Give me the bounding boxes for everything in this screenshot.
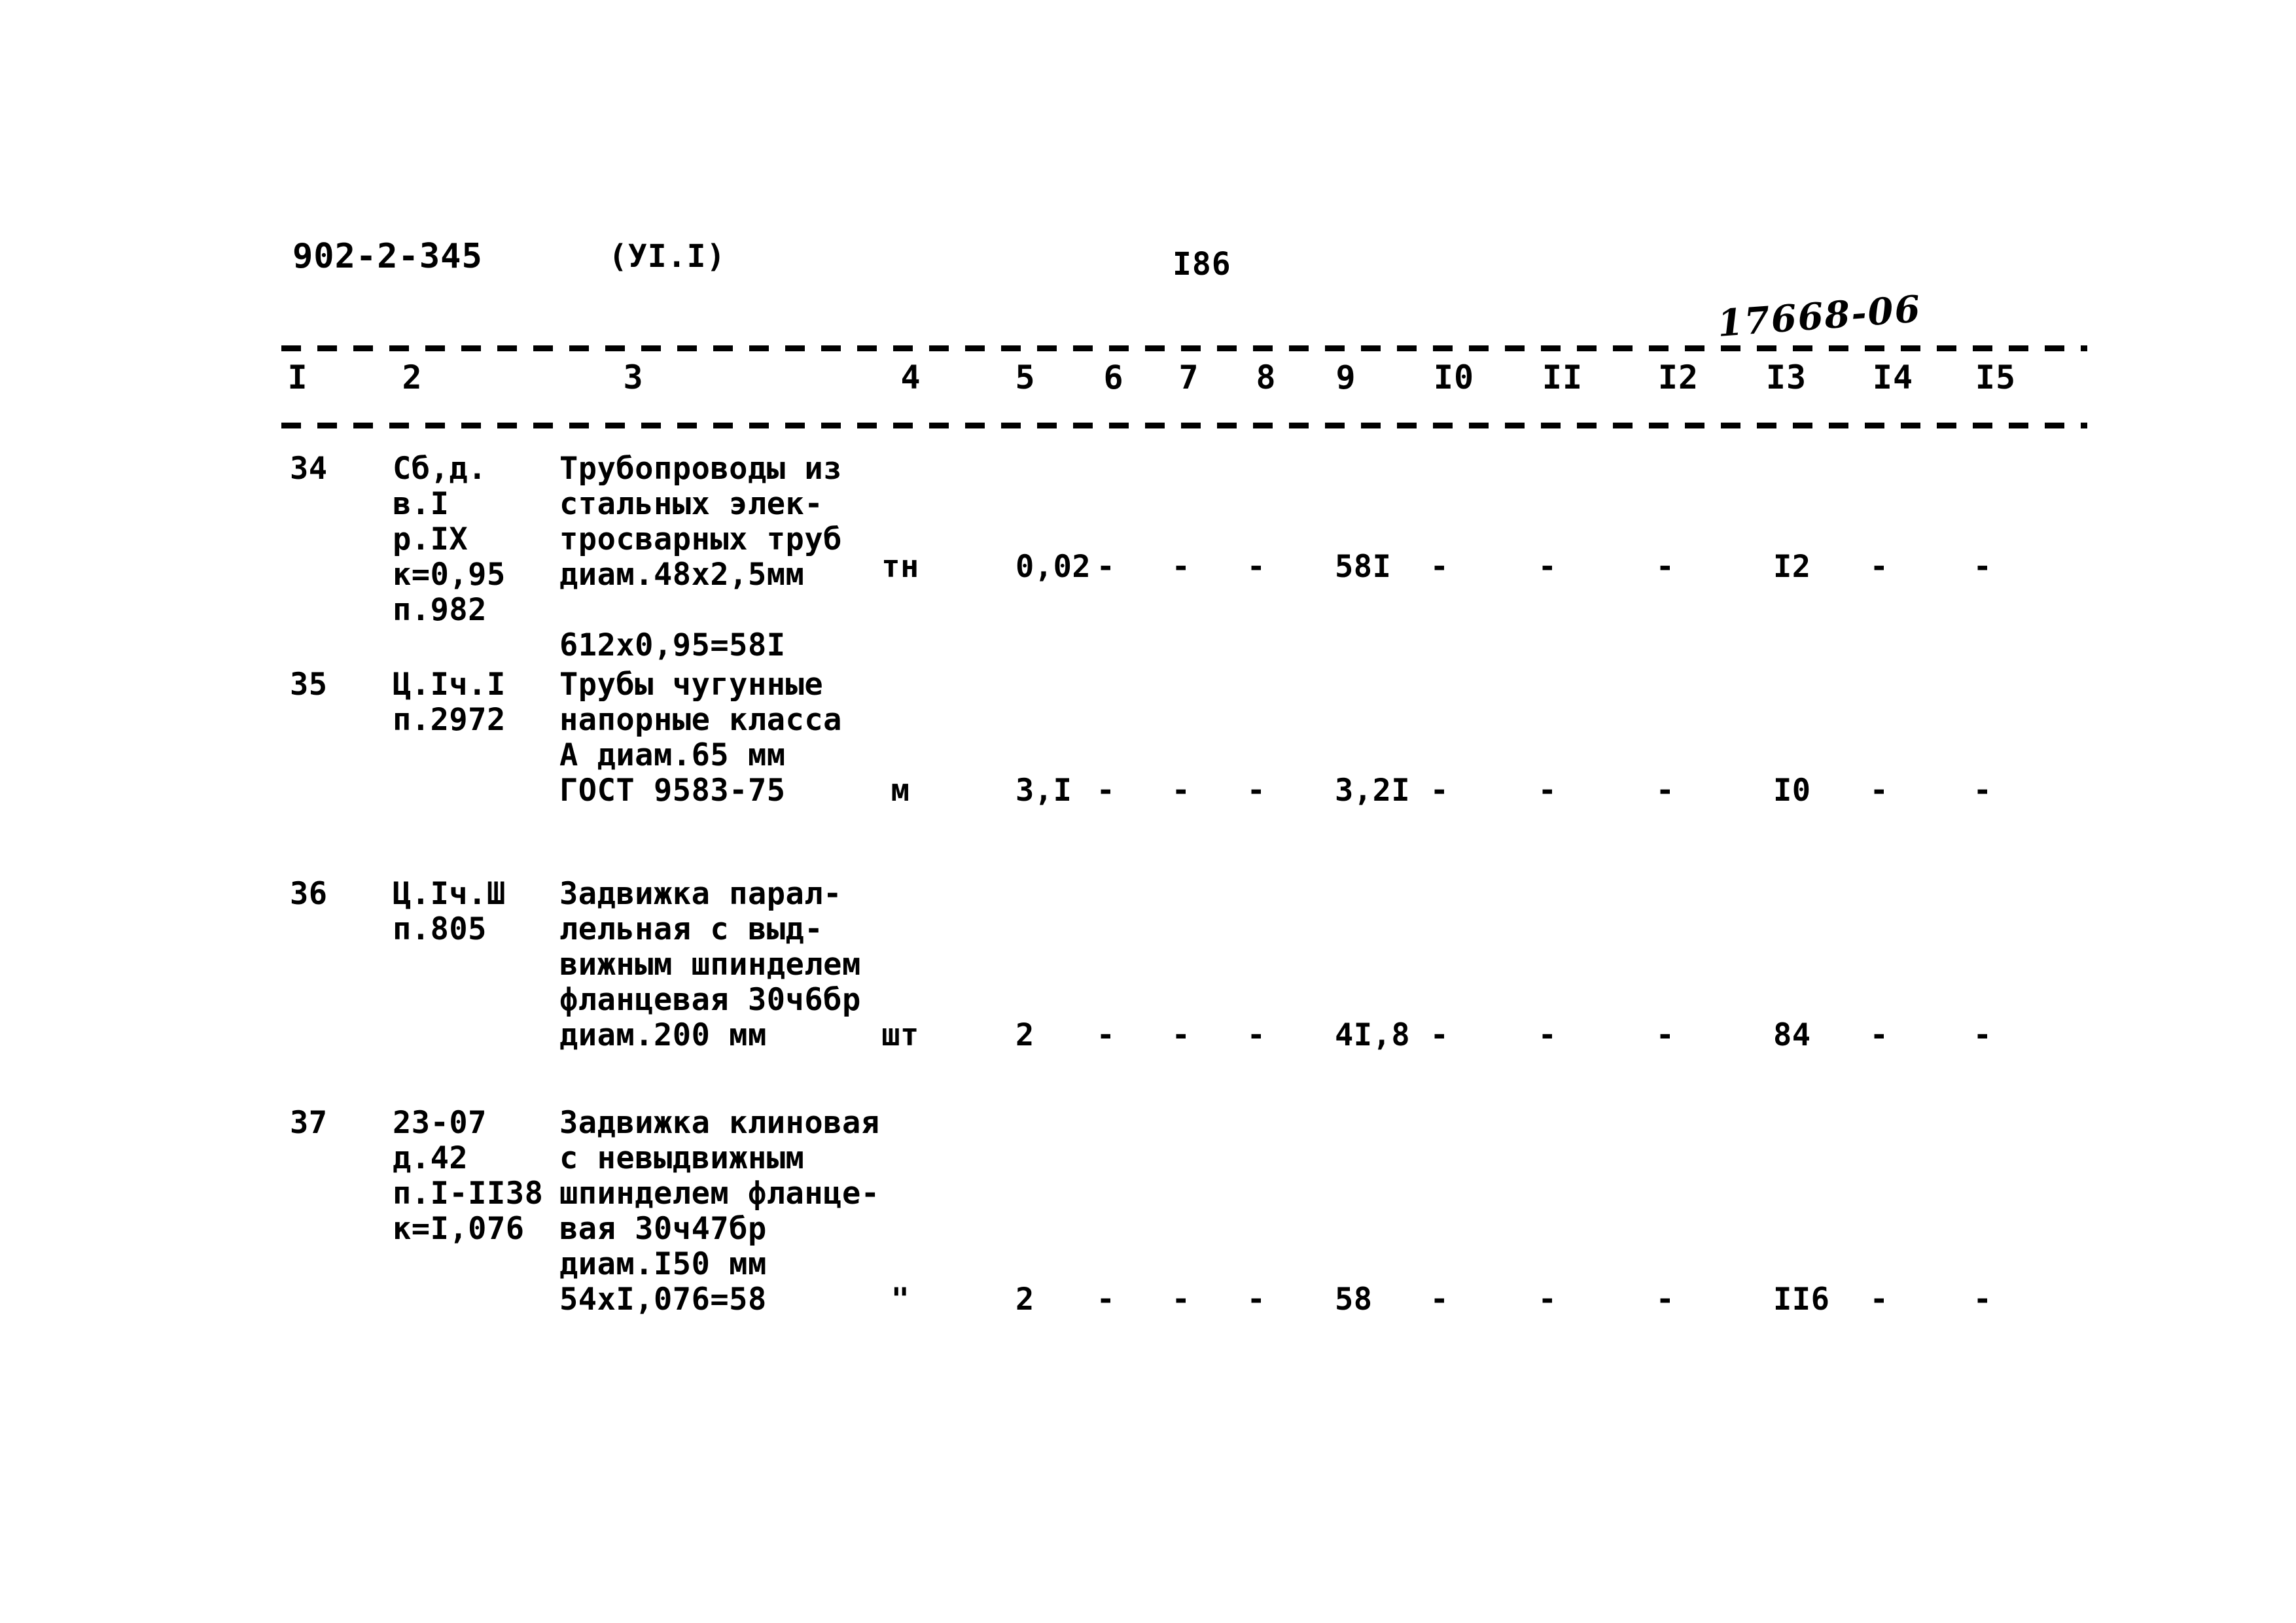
row-unit: шт xyxy=(881,1017,919,1053)
row-value-14: - xyxy=(1869,549,1889,585)
archive-stamp: 17668-06 xyxy=(1716,287,1923,345)
row-value-7: - xyxy=(1171,1017,1191,1053)
row-value-9: 58I xyxy=(1335,549,1392,585)
row-justification: Ц.Iч.Ш п.805 xyxy=(393,876,506,947)
row-description: Задвижка клиновая с невыдвижным шпинделе… xyxy=(559,1105,880,1318)
row-description: Трубопроводы из стальных элек- тросварны… xyxy=(559,451,842,663)
row-value-7: - xyxy=(1171,549,1191,585)
table-rule-top xyxy=(281,345,2087,351)
row-value-14: - xyxy=(1869,1017,1889,1053)
row-value-12: - xyxy=(1655,1017,1675,1053)
column-header-12: I2 xyxy=(1657,358,1699,396)
column-header-2: 2 xyxy=(402,358,423,396)
row-unit: м xyxy=(891,773,910,809)
row-value-6: - xyxy=(1096,549,1116,585)
row-value-15: - xyxy=(1973,1282,1992,1318)
row-value-10: - xyxy=(1430,1017,1449,1053)
column-header-3: 3 xyxy=(623,358,644,396)
row-value-15: - xyxy=(1973,1017,1992,1053)
row-value-6: - xyxy=(1096,1282,1116,1318)
column-header-14: I4 xyxy=(1872,358,1914,396)
row-value-15: - xyxy=(1973,549,1992,585)
row-value-13: II6 xyxy=(1773,1282,1830,1318)
column-header-9: 9 xyxy=(1335,358,1356,396)
document-section-label: (УI.I) xyxy=(609,238,726,275)
row-value-9: 58 xyxy=(1335,1282,1373,1318)
column-header-8: 8 xyxy=(1256,358,1277,396)
page-number: I86 xyxy=(1173,246,1231,283)
column-header-11: II xyxy=(1542,358,1583,396)
row-value-11: - xyxy=(1538,1017,1557,1053)
row-value-12: - xyxy=(1655,773,1675,809)
table-row: 34 Сб,д. в.I р.IX к=0,95 п.982 Трубопров… xyxy=(0,451,2296,667)
row-value-9: 4I,8 xyxy=(1335,1017,1411,1053)
row-value-7: - xyxy=(1171,1282,1191,1318)
row-description: Задвижка парал- лельная с выд- вижным шп… xyxy=(559,876,861,1053)
row-number: 35 xyxy=(290,667,328,703)
row-value-13: 84 xyxy=(1773,1017,1811,1053)
column-header-1: I xyxy=(287,358,308,396)
row-value-5: 3,I xyxy=(1016,773,1072,809)
row-value-13: I0 xyxy=(1773,773,1811,809)
table-row: 37 23-07 д.42 п.I-II38 к=I,076 Задвижка … xyxy=(0,1106,2296,1341)
row-value-14: - xyxy=(1869,773,1889,809)
table-row: 36 Ц.Iч.Ш п.805 Задвижка парал- лельная … xyxy=(0,877,2296,1106)
row-value-15: - xyxy=(1973,773,1992,809)
row-value-11: - xyxy=(1538,549,1557,585)
column-header-5: 5 xyxy=(1015,358,1036,396)
table-row: 35 Ц.Iч.I п.2972 Трубы чугунные напорные… xyxy=(0,667,2296,877)
table-rule-bottom xyxy=(281,423,2087,428)
table-body: 34 Сб,д. в.I р.IX к=0,95 п.982 Трубопров… xyxy=(0,451,2296,1341)
row-value-11: - xyxy=(1538,1282,1557,1318)
row-value-5: 2 xyxy=(1016,1282,1034,1318)
row-value-10: - xyxy=(1430,773,1449,809)
row-number: 37 xyxy=(290,1105,328,1141)
column-header-4: 4 xyxy=(900,358,921,396)
row-justification: Ц.Iч.I п.2972 xyxy=(393,667,506,738)
row-unit: " xyxy=(891,1282,910,1318)
row-value-12: - xyxy=(1655,1282,1675,1318)
row-description: Трубы чугунные напорные класса А диам.65… xyxy=(559,667,842,809)
column-header-13: I3 xyxy=(1765,358,1807,396)
row-value-9: 3,2I xyxy=(1335,773,1411,809)
row-value-10: - xyxy=(1430,549,1449,585)
row-value-14: - xyxy=(1869,1282,1889,1318)
row-value-10: - xyxy=(1430,1282,1449,1318)
row-value-8: - xyxy=(1246,773,1266,809)
row-number: 36 xyxy=(290,876,328,912)
row-value-5: 0,02 xyxy=(1016,549,1091,585)
row-value-6: - xyxy=(1096,1017,1116,1053)
column-header-10: I0 xyxy=(1433,358,1475,396)
document-code: 902-2-345 xyxy=(292,237,483,276)
column-header-7: 7 xyxy=(1178,358,1199,396)
table-column-headers: I 2 3 4 5 6 7 8 9 I0 II I2 I3 I4 I5 xyxy=(0,358,2296,417)
row-value-12: - xyxy=(1655,549,1675,585)
column-header-6: 6 xyxy=(1103,358,1124,396)
row-justification: 23-07 д.42 п.I-II38 к=I,076 xyxy=(393,1105,544,1247)
document-header: 902-2-345 (УI.I) I86 xyxy=(0,237,2296,283)
row-justification: Сб,д. в.I р.IX к=0,95 п.982 xyxy=(393,451,506,628)
row-value-11: - xyxy=(1538,773,1557,809)
column-header-15: I5 xyxy=(1975,358,2017,396)
row-value-6: - xyxy=(1096,773,1116,809)
row-value-8: - xyxy=(1246,549,1266,585)
row-unit: тн xyxy=(881,549,919,585)
row-value-7: - xyxy=(1171,773,1191,809)
row-value-8: - xyxy=(1246,1282,1266,1318)
row-value-13: I2 xyxy=(1773,549,1811,585)
row-number: 34 xyxy=(290,451,328,487)
row-value-5: 2 xyxy=(1016,1017,1034,1053)
row-value-8: - xyxy=(1246,1017,1266,1053)
